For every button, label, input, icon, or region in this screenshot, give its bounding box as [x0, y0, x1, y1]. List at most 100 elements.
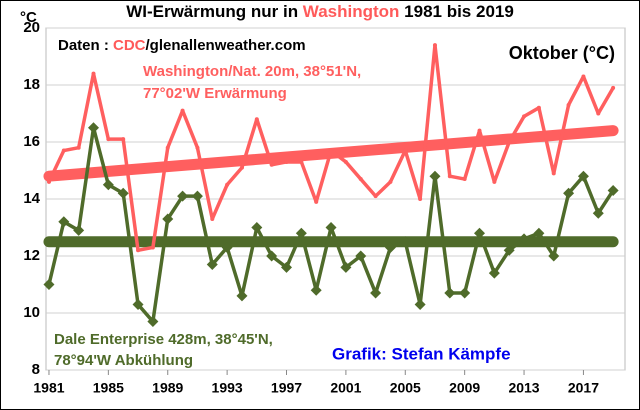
chart-title: WI-Erwärmung nur in Washington 1981 bis …	[126, 2, 514, 21]
marker	[370, 287, 382, 299]
marker	[488, 267, 500, 279]
marker	[429, 170, 441, 182]
marker	[191, 190, 203, 202]
marker	[61, 148, 66, 153]
title-part: 1981 bis 2019	[399, 2, 513, 21]
marker	[325, 222, 337, 233]
y-unit: °C	[20, 9, 37, 26]
marker	[536, 105, 541, 110]
marker	[592, 207, 604, 219]
marker	[518, 233, 530, 245]
marker	[611, 85, 616, 90]
x-tick-label: 2009	[449, 380, 480, 396]
marker	[136, 248, 141, 253]
marker	[177, 190, 189, 202]
x-tick-label: 1993	[212, 380, 243, 396]
marker	[295, 227, 307, 239]
credit: Grafik: Stefan Kämpfe	[332, 344, 511, 363]
marker	[329, 148, 334, 153]
marker	[132, 298, 144, 310]
marker	[225, 182, 230, 187]
marker	[165, 145, 170, 150]
x-tick-label: 1989	[152, 380, 183, 396]
marker	[492, 179, 497, 184]
x-tick-label: 1981	[33, 380, 64, 396]
station-label: 77°02'W Erwärmung	[143, 85, 287, 102]
station-label: 78°94'W Abkühlung	[54, 352, 193, 369]
y-tick-label: 20	[23, 19, 40, 36]
x-tick-label: 2001	[330, 380, 361, 396]
y-tick-label: 16	[23, 133, 40, 150]
source-site: /glenallenweather.com	[146, 37, 306, 54]
station-label: Washington/Nat. 20m, 38°51'N,	[143, 63, 361, 80]
marker	[551, 171, 556, 176]
marker	[563, 187, 575, 199]
marker	[73, 224, 85, 236]
marker	[503, 244, 515, 256]
marker	[577, 170, 589, 182]
marker	[210, 216, 215, 221]
marker	[269, 162, 274, 167]
marker	[462, 177, 467, 182]
marker	[284, 159, 289, 164]
marker	[88, 122, 100, 134]
marker	[581, 74, 586, 79]
y-tick-label: 18	[23, 76, 40, 93]
marker	[343, 159, 348, 164]
marker	[106, 137, 111, 142]
marker	[444, 287, 456, 299]
marker	[76, 145, 81, 150]
marker	[162, 213, 174, 225]
marker	[58, 216, 70, 228]
x-tick-label: 2017	[568, 380, 599, 396]
marker	[310, 284, 322, 296]
y-tick-label: 14	[23, 190, 40, 207]
marker	[266, 250, 278, 262]
marker	[236, 290, 248, 302]
marker	[281, 261, 293, 273]
marker	[533, 227, 545, 239]
source: Daten : CDC/glenallenweather.com	[58, 37, 306, 54]
x-tick-label: 1997	[271, 380, 302, 396]
marker	[596, 111, 601, 116]
marker	[548, 250, 560, 262]
marker	[373, 194, 378, 199]
marker	[340, 261, 352, 273]
marker	[43, 279, 55, 290]
marker	[254, 117, 259, 122]
marker	[195, 145, 200, 150]
marker	[566, 102, 571, 107]
marker	[447, 174, 452, 179]
y-tick-label: 8	[32, 361, 40, 378]
marker	[388, 179, 393, 184]
x-tick-label: 2005	[390, 380, 421, 396]
source-org: CDC	[113, 37, 146, 54]
marker	[607, 184, 619, 196]
x-tick-label: 2013	[508, 380, 539, 396]
marker	[102, 179, 114, 191]
marker	[399, 236, 411, 248]
marker	[459, 287, 471, 299]
marker	[314, 199, 319, 204]
marker	[384, 241, 396, 253]
marker	[474, 227, 486, 239]
source-label: Daten :	[58, 37, 113, 54]
marker	[117, 187, 129, 199]
marker	[507, 140, 512, 144]
marker	[403, 148, 408, 153]
marker	[121, 137, 126, 142]
marker	[355, 250, 367, 262]
marker	[46, 179, 51, 184]
marker	[477, 128, 482, 133]
marker	[358, 177, 363, 182]
marker	[418, 197, 423, 201]
marker	[522, 114, 527, 119]
marker	[206, 259, 218, 271]
y-tick-label: 12	[23, 247, 40, 264]
marker	[239, 165, 244, 170]
y-tick-label: 10	[23, 304, 40, 321]
marker	[150, 245, 155, 250]
marker	[432, 43, 437, 48]
marker	[91, 71, 96, 76]
